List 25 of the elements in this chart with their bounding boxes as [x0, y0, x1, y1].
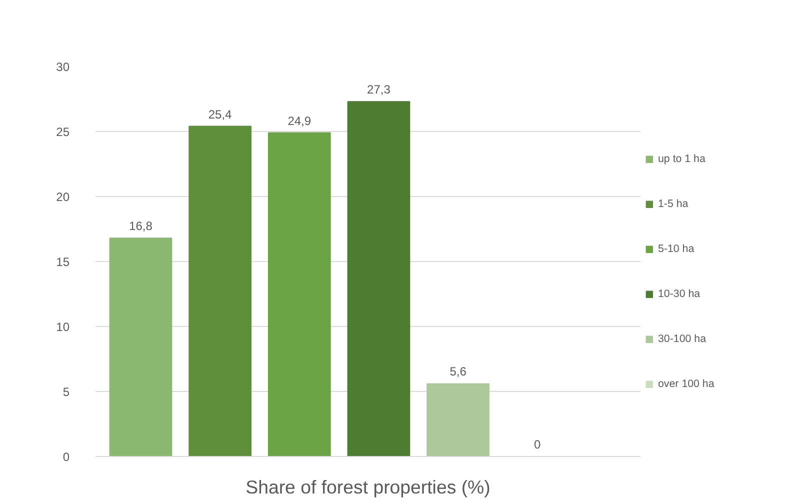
legend-label: 30-100 ha	[658, 333, 706, 345]
data-label: 5,6	[450, 364, 467, 379]
y-tick-label: 25	[56, 125, 70, 139]
legend-label: up to 1 ha	[658, 153, 706, 165]
y-tick-label: 30	[56, 60, 70, 74]
bar	[268, 132, 331, 456]
bar	[188, 126, 252, 456]
x-axis-title: Share of forest properties (%)	[246, 476, 490, 498]
y-tick-label: 20	[56, 190, 70, 204]
y-tick-label: 10	[56, 320, 70, 334]
data-label: 0	[534, 438, 542, 452]
data-label: 27,3	[367, 82, 391, 97]
bar	[109, 238, 172, 456]
legend-label: 1-5 ha	[658, 198, 688, 210]
legend-label: over 100 ha	[658, 378, 714, 390]
bar	[347, 101, 410, 456]
legend-label: 5-10 ha	[658, 243, 694, 255]
data-label: 25,4	[208, 107, 232, 122]
bar	[426, 383, 490, 456]
y-tick-label: 5	[62, 385, 70, 399]
y-tick-label: 0	[62, 450, 70, 464]
data-label: 16,8	[129, 219, 153, 234]
legend-label: 10-30 ha	[658, 288, 700, 300]
y-tick-label: 15	[56, 255, 70, 269]
data-label: 24,9	[288, 114, 312, 128]
